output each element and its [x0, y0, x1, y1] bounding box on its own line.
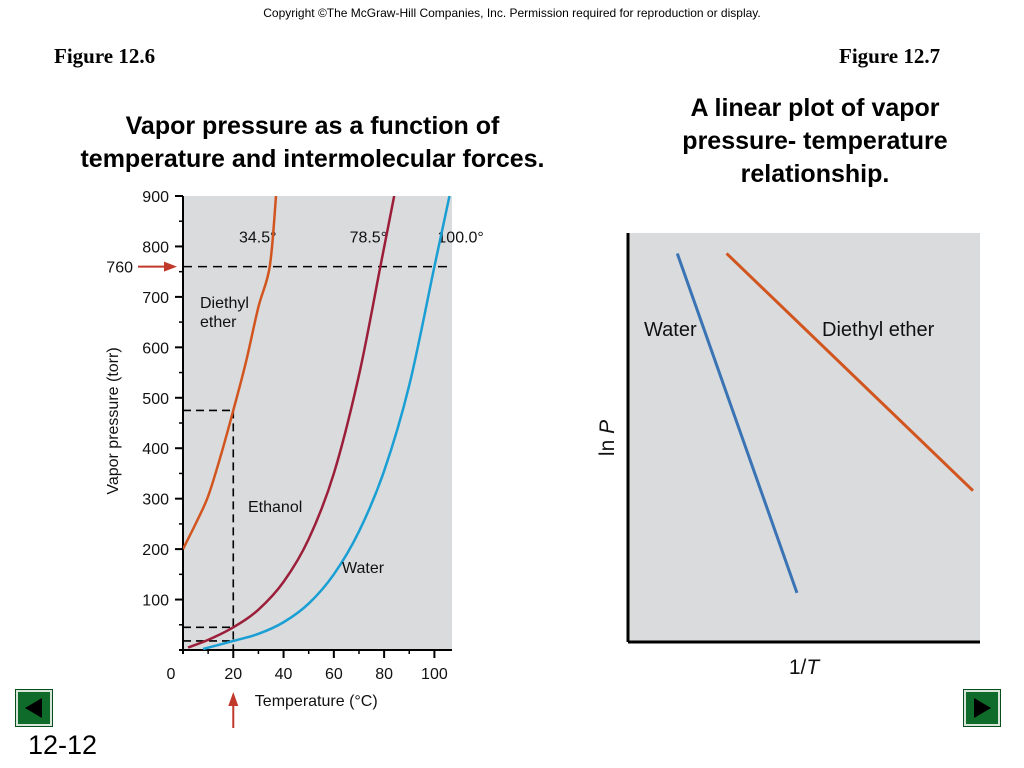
caption-right: A linear plot of vapor pressure- tempera… — [640, 92, 990, 191]
y-tick-label: 900 — [142, 189, 169, 206]
figure-label-right: Figure 12.7 — [839, 44, 941, 68]
x-tick-label: 40 — [275, 666, 293, 683]
series-label-diethyl-ether-fig-12-7: Diethyl ether — [822, 319, 935, 341]
copyright-notice: Copyright ©The McGraw-Hill Companies, In… — [263, 6, 761, 20]
slide-number: 12-12 — [28, 730, 98, 760]
y-axis-title: Vapor pressure (torr) — [105, 347, 122, 494]
y-axis-title-fig-12-7: ln P — [596, 420, 619, 456]
series-line-diethyl-ether — [183, 196, 278, 550]
plot-area-fig-12-6 — [183, 196, 452, 650]
arrow-right-icon — [164, 261, 177, 272]
arrow-up-icon — [228, 692, 239, 706]
x-axis-title-fig-12-7: 1/T — [789, 656, 822, 679]
boiling-point-label: 34.5° — [239, 229, 277, 246]
caption-right-line: pressure- temperature — [682, 127, 948, 155]
x-tick-label: 20 — [224, 666, 242, 683]
caption-right-line: A linear plot of vapor — [690, 94, 940, 122]
series-label-ethanol: Ethanol — [248, 499, 302, 516]
y-tick-label: 600 — [142, 340, 169, 357]
series-label-water: Water — [342, 560, 385, 577]
boiling-point-label: 100.0° — [437, 229, 483, 246]
triangle-right-icon — [974, 698, 991, 718]
next-slide-button[interactable] — [964, 690, 1000, 726]
caption-right-line: relationship. — [740, 160, 890, 188]
y-tick-label: 100 — [142, 593, 169, 610]
reference-line-label: 760 — [106, 260, 133, 277]
x-tick-label: 0 — [167, 666, 176, 683]
triangle-left-icon — [25, 698, 42, 718]
x-axis-title: Temperature (°C) — [255, 693, 378, 710]
figure-label-left: Figure 12.6 — [54, 44, 156, 68]
y-tick-label: 800 — [142, 239, 169, 256]
caption-left-line: temperature and intermolecular forces. — [80, 145, 545, 173]
series-line-water — [202, 196, 451, 650]
y-tick-label: 200 — [142, 542, 169, 559]
caption-left: Vapor pressure as a function of temperat… — [30, 110, 595, 176]
y-tick-label: 300 — [142, 492, 169, 509]
boiling-point-label: 78.5° — [350, 229, 388, 246]
y-tick-label: 500 — [142, 391, 169, 408]
caption-left-line: Vapor pressure as a function of — [125, 112, 500, 140]
previous-slide-button[interactable] — [16, 690, 52, 726]
series-label-water-fig-12-7: Water — [644, 319, 697, 341]
y-tick-label: 400 — [142, 441, 169, 458]
series-line-fig-12-7-water — [675, 252, 799, 594]
x-tick-label: 100 — [421, 666, 448, 683]
series-line-fig-12-7-diethyl-ether — [725, 252, 975, 492]
series-label-diethyl-ether: Diethyl — [200, 295, 249, 312]
series-line-ethanol — [187, 196, 396, 649]
series-label-diethyl-ether: ether — [200, 314, 237, 331]
x-tick-label: 60 — [325, 666, 343, 683]
y-tick-label: 700 — [142, 290, 169, 307]
plot-area-fig-12-7 — [628, 233, 980, 642]
x-tick-label: 80 — [375, 666, 393, 683]
